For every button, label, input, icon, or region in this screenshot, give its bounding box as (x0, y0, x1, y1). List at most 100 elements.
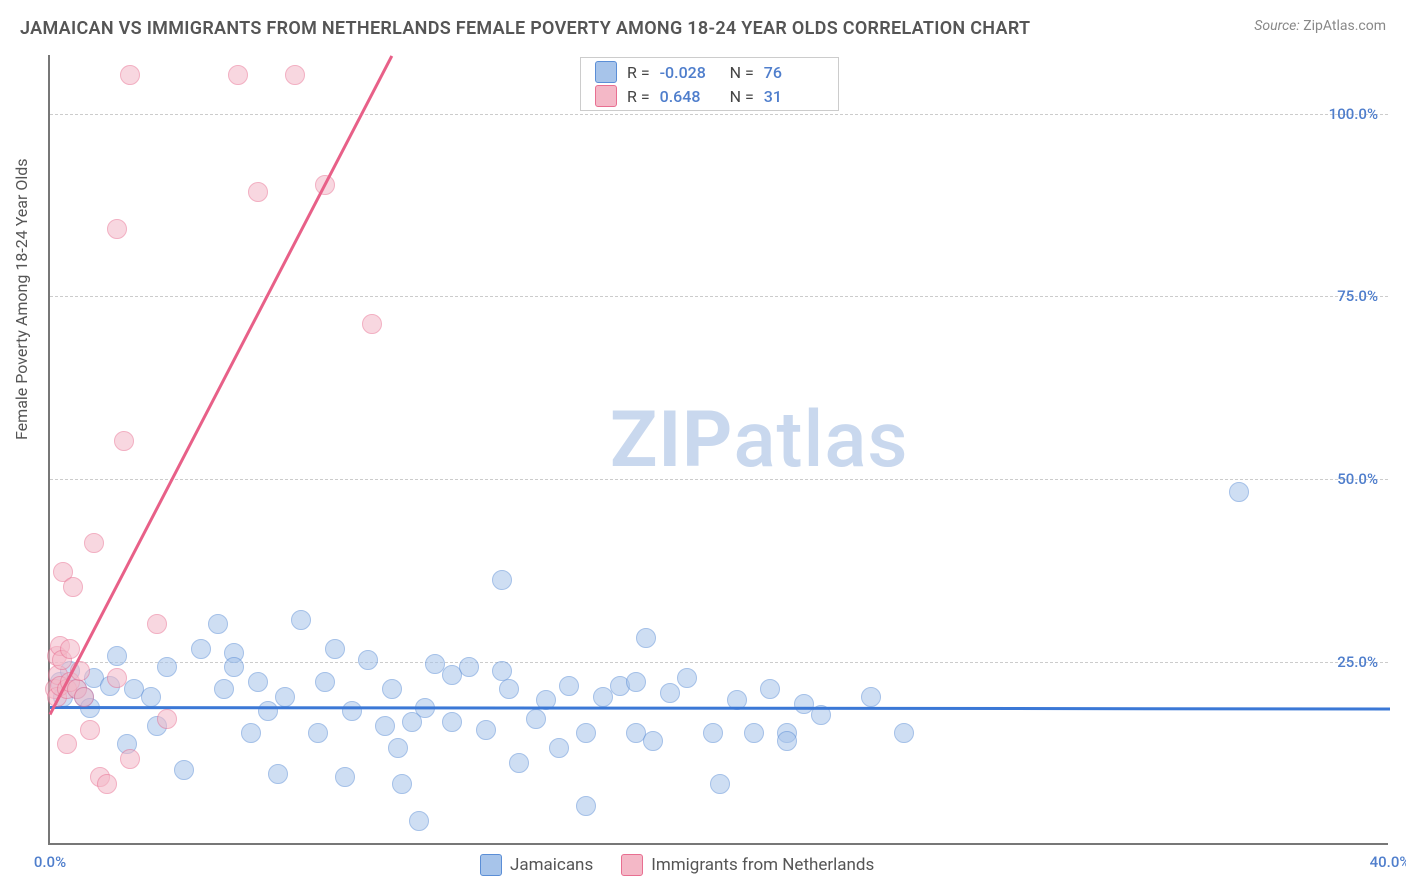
legend-item: Immigrants from Netherlands (621, 854, 874, 876)
y-tick-label: 25.0% (1337, 653, 1378, 671)
data-point (63, 577, 83, 597)
r-value: -0.028 (660, 63, 720, 82)
source-label: Source: (1254, 18, 1299, 34)
data-point (358, 650, 378, 670)
correlation-legend: R =-0.028N =76R =0.648N =31 (580, 57, 839, 111)
n-value: 31 (764, 87, 824, 106)
data-point (248, 182, 268, 202)
data-point (388, 738, 408, 758)
data-point (409, 811, 429, 831)
data-point (97, 774, 117, 794)
gridline (50, 114, 1388, 115)
data-point (325, 639, 345, 659)
data-point (228, 65, 248, 85)
series-legend: Jamaicans Immigrants from Netherlands (480, 854, 874, 876)
data-point (442, 712, 462, 732)
data-point (275, 687, 295, 707)
data-point (107, 668, 127, 688)
gridline (50, 296, 1388, 297)
data-point (214, 679, 234, 699)
data-point (509, 753, 529, 773)
data-point (120, 749, 140, 769)
data-point (224, 657, 244, 677)
data-point (141, 687, 161, 707)
data-point (241, 723, 261, 743)
data-point (248, 672, 268, 692)
data-point (84, 533, 104, 553)
watermark-atlas: atlas (733, 395, 908, 486)
data-point (342, 701, 362, 721)
data-point (362, 314, 382, 334)
legend-swatch (595, 85, 617, 107)
data-point (382, 679, 402, 699)
r-label: R = (627, 87, 650, 106)
data-point (744, 723, 764, 743)
data-point (660, 683, 680, 703)
source: Source: ZipAtlas.com (1254, 18, 1386, 34)
legend-item: Jamaicans (480, 854, 593, 876)
data-point (174, 760, 194, 780)
legend-swatch (480, 854, 502, 876)
gridline (50, 662, 1388, 663)
data-point (107, 219, 127, 239)
watermark-zip: ZIP (610, 395, 733, 486)
r-value: 0.648 (660, 87, 720, 106)
x-tick-label: 0.0% (34, 853, 66, 871)
data-point (777, 731, 797, 751)
data-point (147, 614, 167, 634)
watermark: ZIPatlas (610, 395, 909, 486)
data-point (499, 679, 519, 699)
y-tick-label: 100.0% (1329, 105, 1378, 123)
y-tick-label: 75.0% (1337, 287, 1378, 305)
gridline (50, 479, 1388, 480)
data-point (576, 723, 596, 743)
data-point (636, 628, 656, 648)
x-tick-label: 40.0% (1370, 853, 1406, 871)
n-label: N = (730, 63, 754, 82)
data-point (285, 65, 305, 85)
data-point (526, 709, 546, 729)
data-point (677, 668, 697, 688)
data-point (335, 767, 355, 787)
data-point (861, 687, 881, 707)
data-point (492, 661, 512, 681)
data-point (703, 723, 723, 743)
data-point (57, 734, 77, 754)
legend-swatch (621, 854, 643, 876)
data-point (120, 65, 140, 85)
data-point (760, 679, 780, 699)
data-point (157, 709, 177, 729)
trend-line (50, 706, 1390, 710)
y-axis-title: Female Poverty Among 18-24 Year Olds (12, 158, 31, 440)
chart-title: JAMAICAN VS IMMIGRANTS FROM NETHERLANDS … (20, 18, 1030, 39)
data-point (549, 738, 569, 758)
legend-label: Immigrants from Netherlands (651, 855, 874, 875)
legend-swatch (595, 61, 617, 83)
data-point (208, 614, 228, 634)
data-point (476, 720, 496, 740)
source-value: ZipAtlas.com (1303, 18, 1386, 34)
data-point (74, 687, 94, 707)
data-point (268, 764, 288, 784)
correlation-row: R =-0.028N =76 (581, 60, 838, 84)
data-point (894, 723, 914, 743)
data-point (157, 657, 177, 677)
data-point (258, 701, 278, 721)
data-point (559, 676, 579, 696)
data-point (643, 731, 663, 751)
data-point (375, 716, 395, 736)
data-point (315, 672, 335, 692)
data-point (492, 570, 512, 590)
data-point (308, 723, 328, 743)
data-point (710, 774, 730, 794)
data-point (114, 431, 134, 451)
data-point (107, 646, 127, 666)
data-point (80, 720, 100, 740)
y-tick-label: 50.0% (1337, 470, 1378, 488)
data-point (392, 774, 412, 794)
n-value: 76 (764, 63, 824, 82)
data-point (576, 796, 596, 816)
correlation-row: R =0.648N =31 (581, 84, 838, 108)
scatter-plot: ZIPatlas R =-0.028N =76R =0.648N =31 25.… (48, 55, 1388, 845)
data-point (459, 657, 479, 677)
